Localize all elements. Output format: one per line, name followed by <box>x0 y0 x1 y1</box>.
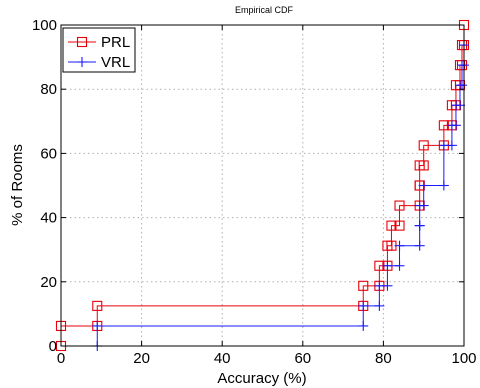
data-point-vrl <box>450 120 461 131</box>
data-point-prl <box>394 220 405 231</box>
legend-marker-vrl <box>77 57 87 67</box>
legend-label-prl: PRL <box>101 34 130 51</box>
data-point-prl <box>92 300 103 311</box>
data-point-vrl <box>374 300 385 311</box>
y-axis-label: % of Rooms <box>9 144 26 226</box>
x-tick-label: 100 <box>451 350 476 367</box>
axis-ticks: 0 20 40 60 80 100 0 20 40 60 80 100 <box>32 17 477 367</box>
data-point-vrl <box>382 280 393 291</box>
data-point-vrl <box>394 260 405 271</box>
data-point-prl <box>358 280 369 291</box>
data-point-vrl <box>454 100 465 111</box>
legend: PRL VRL <box>62 27 136 73</box>
y-tick-label: 80 <box>40 81 57 98</box>
plot-frame <box>60 24 465 347</box>
grid-lines <box>61 25 464 346</box>
series-line-prl <box>60 25 465 346</box>
data-point-prl <box>418 160 429 171</box>
y-tick-label: 0 <box>49 338 57 355</box>
x-tick-label: 60 <box>294 350 311 367</box>
legend-label-vrl: VRL <box>101 54 130 71</box>
series-line-vrl <box>96 45 465 346</box>
y-tick-label: 40 <box>40 210 57 227</box>
x-tick-label: 40 <box>214 350 231 367</box>
data-point-prl <box>386 220 397 231</box>
data-point-vrl <box>418 180 429 191</box>
data-point-vrl <box>418 200 429 211</box>
chart-title: Empirical CDF <box>235 5 294 15</box>
x-axis-label: Accuracy (%) <box>217 370 306 387</box>
data-point-vrl <box>358 320 369 331</box>
data-point-vrl <box>382 260 393 271</box>
legend-box <box>62 27 136 73</box>
data-point-vrl <box>358 300 369 311</box>
data-point-vrl <box>438 180 449 191</box>
series-vrl <box>92 40 469 351</box>
data-point-vrl <box>446 140 457 151</box>
data-point-vrl <box>394 240 405 251</box>
y-tick-label: 20 <box>40 274 57 291</box>
y-tick-label: 60 <box>40 145 57 162</box>
data-point-prl <box>418 140 429 151</box>
data-point-vrl <box>456 80 467 91</box>
x-tick-label: 20 <box>133 350 150 367</box>
series-layer <box>55 19 470 352</box>
legend-marker-prl <box>76 36 88 48</box>
data-point-prl <box>394 200 405 211</box>
data-point-vrl <box>414 220 425 231</box>
x-tick-label: 80 <box>375 350 392 367</box>
x-tick-label: 0 <box>57 350 65 367</box>
data-point-vrl <box>92 320 103 331</box>
data-point-vrl <box>414 240 425 251</box>
y-tick-label: 100 <box>32 17 57 34</box>
